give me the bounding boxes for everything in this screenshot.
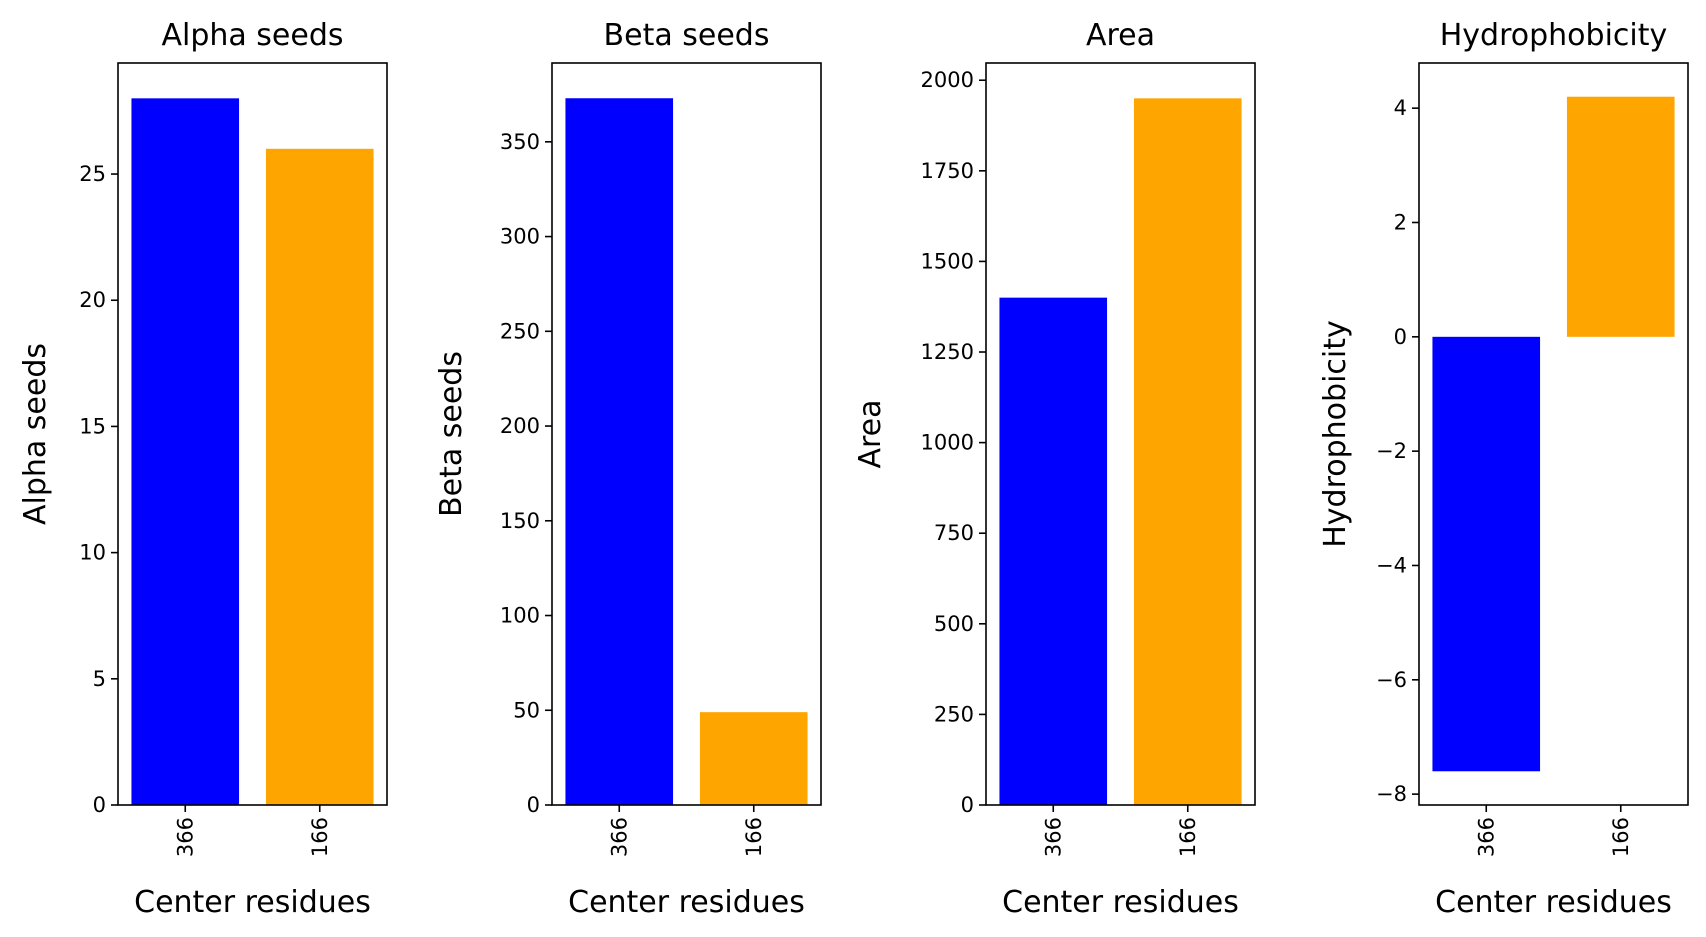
y-tick-label: 100 (500, 604, 540, 628)
chart-title: Hydrophobicity (1440, 18, 1668, 53)
y-axis-label: Beta seeds (434, 351, 469, 517)
axes-frame (117, 62, 388, 806)
x-axis-label: Center residues (134, 885, 371, 920)
y-tick-label: 15 (79, 414, 106, 438)
axes-frame (1418, 62, 1689, 806)
x-tick-label: 366 (1474, 817, 1498, 857)
bar-166 (699, 712, 808, 805)
y-tick-label: 10 (79, 541, 106, 565)
x-tick-label: 166 (742, 817, 766, 857)
x-tick-label: 366 (173, 817, 197, 857)
y-tick-label: 0 (961, 793, 974, 817)
y-tick-label: 350 (500, 130, 540, 154)
axes-frame (551, 62, 822, 806)
chart-panel-0: 0 5 10 15 20 25 366 166 Alpha seeds Center residu… (18, 18, 388, 920)
y-tick-label: 2 (1394, 210, 1407, 234)
y-tick-label: 0 (527, 793, 540, 817)
chart-title: Alpha seeds (161, 18, 343, 53)
x-tick-label: 166 (1609, 817, 1633, 857)
x-tick-label: 366 (1041, 817, 1065, 857)
axes-frame (985, 62, 1256, 806)
y-tick-label: 500 (934, 612, 974, 636)
chart-panel-1: 0 50 100 150 200 250 300 350 366 166 Beta seeds Cen… (434, 18, 822, 920)
y-tick-label: 250 (500, 319, 540, 343)
y-axis-label: Area (853, 399, 888, 468)
y-axis-label: Hydrophobicity (1318, 320, 1353, 548)
bar-366 (565, 98, 674, 805)
y-tick-label: 25 (79, 162, 106, 186)
bar-366 (131, 98, 240, 806)
chart-title: Beta seeds (604, 18, 770, 53)
y-tick-label: 200 (500, 414, 540, 438)
x-tick-label: 166 (1176, 817, 1200, 857)
y-tick-label: 50 (513, 698, 540, 722)
bar-166 (265, 148, 374, 806)
y-tick-label: 250 (934, 702, 974, 726)
y-tick-label: −6 (1376, 668, 1407, 692)
x-axis-label: Center residues (568, 885, 805, 920)
y-tick-label: 300 (500, 225, 540, 249)
y-tick-label: 1250 (921, 340, 974, 364)
y-tick-label: 1500 (921, 249, 974, 273)
bar-366 (1432, 336, 1541, 772)
y-tick-label: 2000 (921, 68, 974, 92)
y-tick-label: 0 (1394, 325, 1407, 349)
x-tick-label: 166 (308, 817, 332, 857)
x-axis-label: Center residues (1002, 885, 1239, 920)
chart-panel-3: −8 −6 −4 −2 0 2 4 366 166 Hydrophobicity Center re… (1318, 18, 1689, 920)
y-tick-label: 1000 (921, 431, 974, 455)
y-tick-label: −4 (1376, 553, 1407, 577)
bar-366 (999, 297, 1108, 805)
y-tick-label: 750 (934, 521, 974, 545)
y-tick-label: 5 (93, 667, 106, 691)
y-tick-label: 1750 (921, 159, 974, 183)
x-axis-label: Center residues (1435, 885, 1672, 920)
y-tick-label: 20 (79, 288, 106, 312)
y-tick-label: −8 (1376, 782, 1407, 806)
y-tick-label: −2 (1376, 439, 1407, 463)
y-axis-label: Alpha seeds (18, 343, 53, 525)
chart-panel-2: 0 250 500 750 1000 1250 1500 1750 2000 366 166 Area… (853, 18, 1256, 920)
chart-title: Area (1086, 18, 1155, 53)
y-tick-label: 4 (1394, 96, 1407, 120)
y-tick-label: 150 (500, 509, 540, 533)
x-tick-label: 366 (607, 817, 631, 857)
bar-166 (1566, 96, 1675, 337)
y-tick-label: 0 (93, 793, 106, 817)
bar-166 (1133, 98, 1242, 806)
